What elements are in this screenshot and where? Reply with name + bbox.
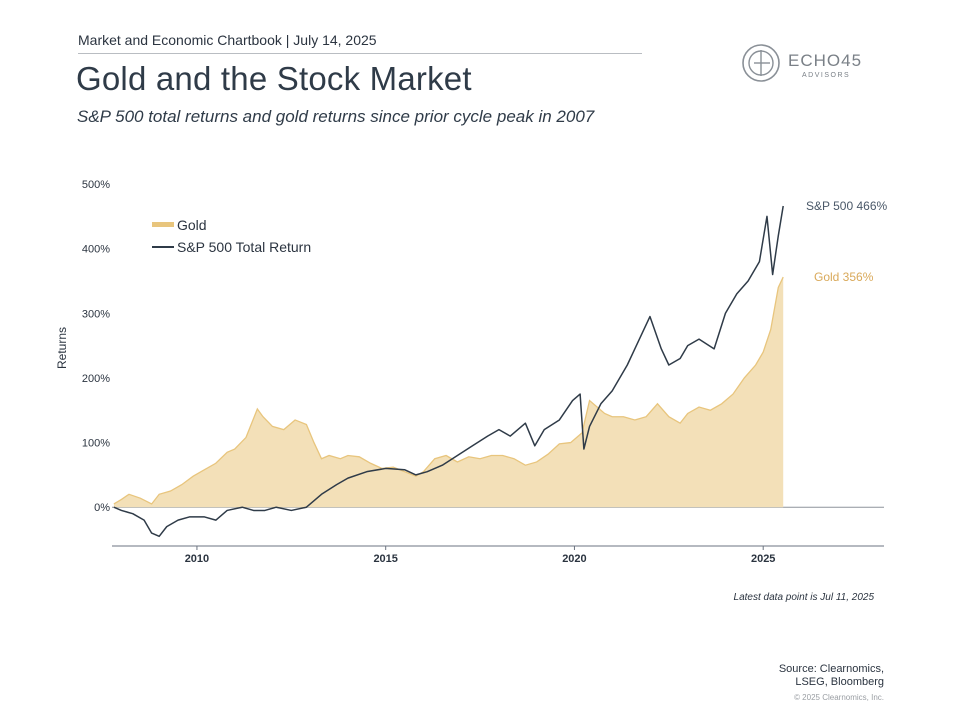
y-tick-label: 100% (82, 438, 110, 450)
echo45-logo: ECHO45 ADVISORS (740, 42, 880, 84)
logo-mark-icon (742, 44, 780, 82)
sp500-line-layer (113, 205, 784, 538)
legend-sp500-label: S&P 500 Total Return (177, 239, 311, 255)
legend-gold-label: Gold (177, 217, 207, 233)
page-title: Gold and the Stock Market (76, 60, 472, 97)
y-tick-label: 200% (82, 373, 110, 385)
chartbook-header: Market and Economic Chartbook | July 14,… (78, 32, 377, 48)
y-tick-label: 0% (94, 502, 110, 514)
copyright: © 2025 Clearnomics, Inc. (794, 693, 884, 702)
legend-gold-swatch (152, 222, 174, 227)
y-tick-label: 500% (82, 179, 110, 191)
source-note: Source: Clearnomics, LSEG, Bloomberg (779, 663, 884, 689)
legend: Gold S&P 500 Total Return (152, 217, 311, 255)
sp500-end-label: S&P 500 466% (806, 199, 888, 213)
axes-layer: 0% 100% 200% 300% 400% 500% 2010 2015 2020 2025 (82, 179, 884, 565)
logo-subtext: ADVISORS (802, 72, 851, 79)
gold-area-layer (113, 276, 784, 508)
x-tick-label: 2015 (373, 553, 397, 565)
gold-end-label: Gold 356% (814, 270, 874, 284)
source-line-1: Source: Clearnomics, (778, 663, 884, 675)
page-subtitle: S&P 500 total returns and gold returns s… (77, 107, 595, 126)
header-divider (78, 53, 642, 54)
x-tick-label: 2010 (185, 553, 209, 565)
latest-data-note: Latest data point is Jul 11, 2025 (733, 592, 874, 603)
y-tick-label: 400% (82, 244, 110, 256)
x-tick-label: 2020 (562, 553, 586, 565)
source-line-2: LSEG, Bloomberg (795, 676, 884, 688)
sp500-line (113, 205, 784, 538)
labels-layer: S&P 500 466% Gold 356% (806, 199, 888, 284)
logo-name: ECHO45 (788, 51, 863, 70)
gold-area (113, 277, 784, 508)
x-tick-label: 2025 (751, 553, 775, 565)
y-axis-title: Returns (55, 327, 69, 369)
y-tick-label: 300% (82, 308, 110, 320)
